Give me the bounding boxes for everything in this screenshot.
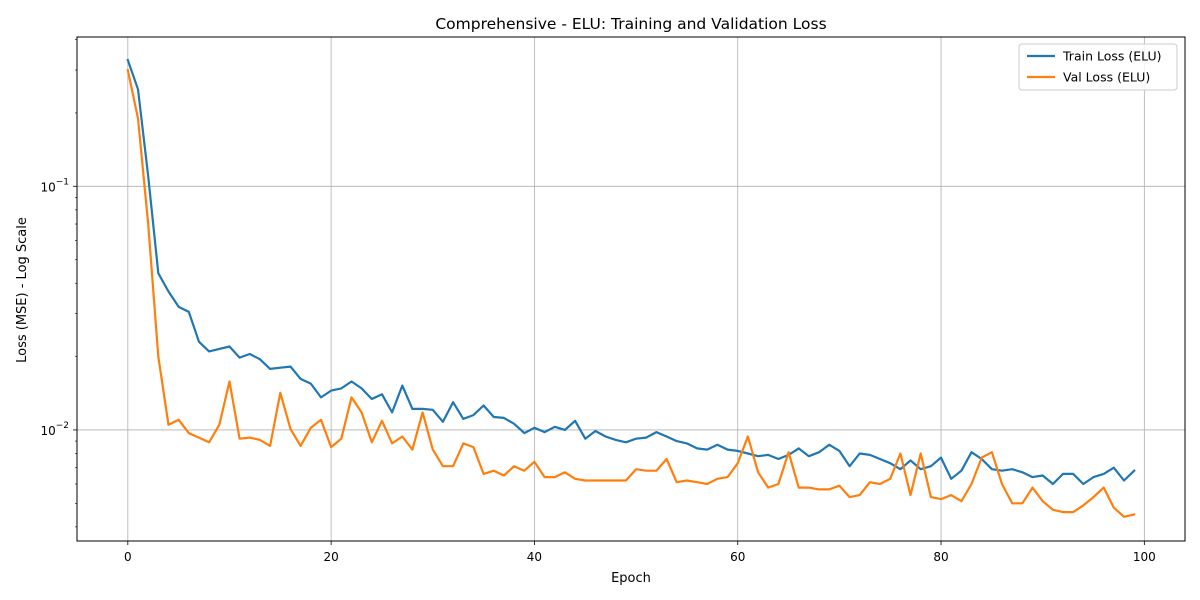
grid-lines: [77, 37, 1185, 541]
series-line-val-loss: [126, 68, 1136, 518]
legend-label: Val Loss (ELU): [1063, 70, 1150, 85]
series-line-train-loss: [126, 58, 1136, 486]
x-tick-label: 0: [124, 550, 132, 564]
legend-label: Train Loss (ELU): [1062, 49, 1162, 64]
plot-area-frame: [76, 36, 1186, 542]
y-tick-label: 10−1: [40, 177, 69, 194]
x-tick-label: 60: [730, 550, 745, 564]
x-tick-label: 40: [527, 550, 542, 564]
x-tick-label: 100: [1133, 550, 1156, 564]
legend-box: [1018, 43, 1178, 91]
plot-series: [126, 58, 1136, 518]
legend: Train Loss (ELU) Val Loss (ELU): [1018, 43, 1178, 91]
axis-ticks: 0 20 40 60 80 100 10−2 10−1: [40, 39, 1156, 564]
x-axis-label: Epoch: [611, 571, 651, 586]
y-axis-label: Loss (MSE) - Log Scale: [15, 217, 30, 363]
x-tick-label: 20: [323, 550, 338, 564]
chart-title: Comprehensive - ELU: Training and Valida…: [435, 15, 826, 33]
x-tick-label: 80: [933, 550, 948, 564]
y-tick-label: 10−2: [40, 421, 69, 438]
